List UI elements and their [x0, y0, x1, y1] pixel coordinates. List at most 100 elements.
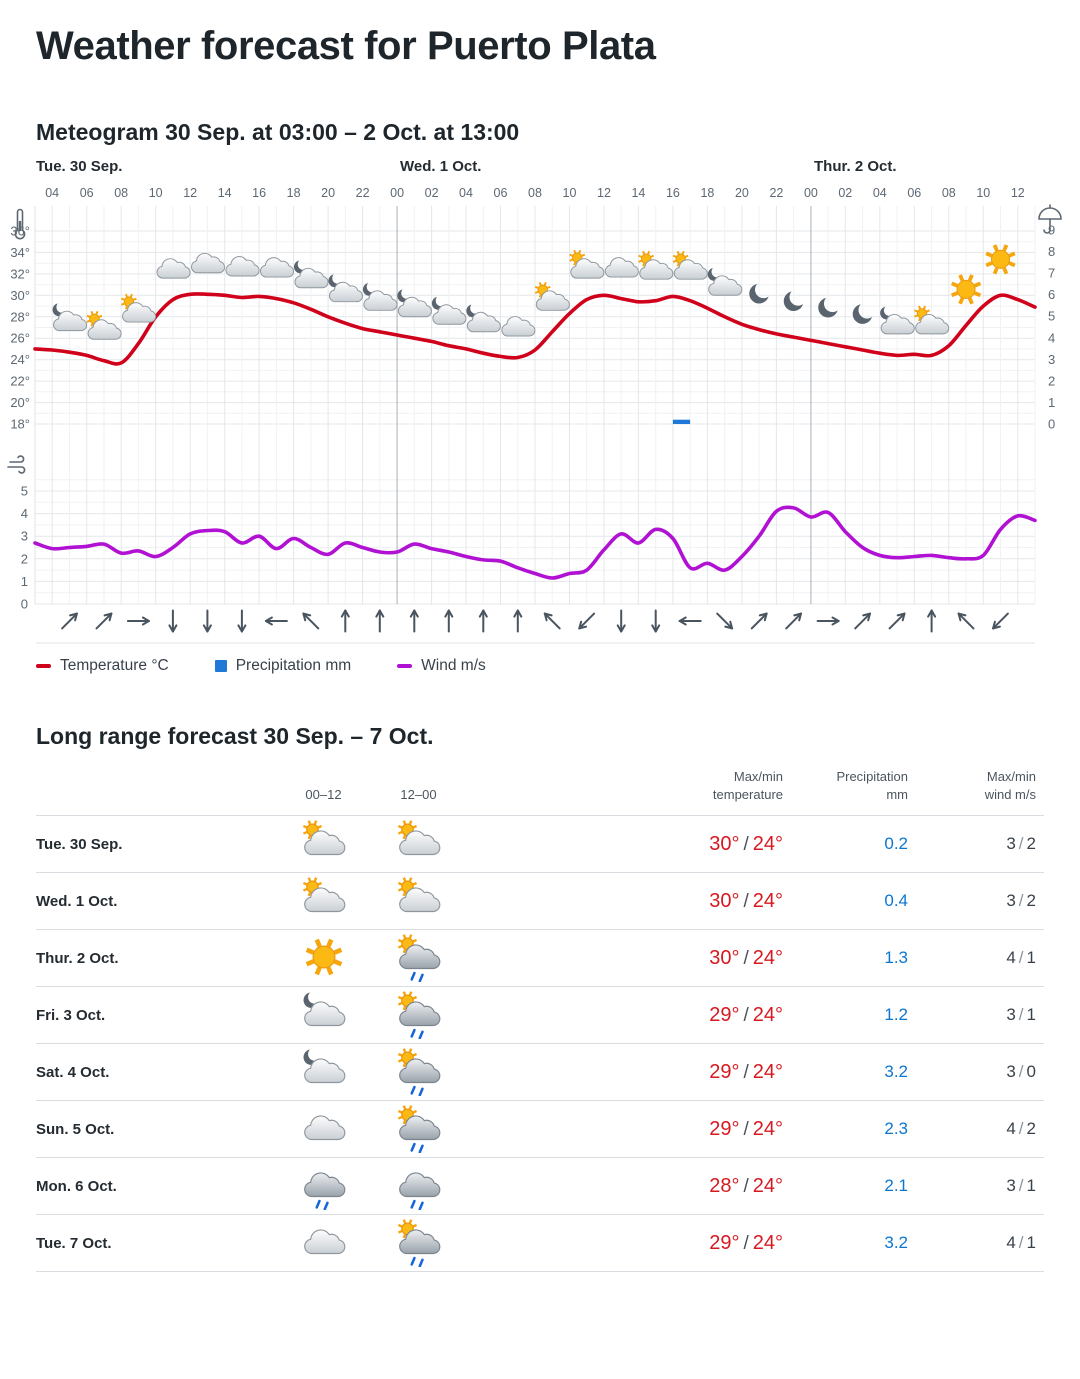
cloud-icon — [225, 256, 260, 277]
day-label: Thur. 2 Oct. — [36, 949, 119, 967]
precip-tick: 3 — [1048, 352, 1055, 367]
hour-tick: 08 — [942, 186, 956, 200]
wind-arrow — [888, 612, 906, 630]
maxmin-wind: 3/1 — [908, 1005, 1036, 1025]
afternoon-icon-cell — [371, 991, 466, 1040]
umbrella-icon — [1038, 204, 1062, 234]
header-maxmin-temperature: Max/min temperature — [712, 769, 783, 802]
hour-tick: 18 — [287, 186, 301, 200]
wind-arrow — [927, 609, 937, 633]
precip-tick: 9 — [1048, 223, 1055, 238]
day-label: Sat. 4 Oct. — [36, 1063, 110, 1081]
cloud-rain-icon — [303, 1172, 345, 1211]
longrange-heading: Long range forecast 30 Sep. – 7 Oct. — [36, 723, 434, 749]
hour-tick: 22 — [769, 186, 783, 200]
sun-cloud-icon — [914, 305, 950, 335]
weather-symbols — [52, 244, 1016, 340]
hour-tick: 00 — [390, 186, 404, 200]
legend-swatch — [36, 664, 51, 668]
wind-arrow — [61, 612, 78, 630]
day-label: Tue. 30 Sep. — [36, 158, 122, 175]
hour-tick: 14 — [631, 186, 645, 200]
longrange-rows: Tue. 30 Sep. 30°/24° 0.2 3/2 Wed. 1 Oct. 30° /… — [36, 815, 1044, 1273]
sun-cloud-icon — [569, 249, 605, 279]
day-label: Thur. 2 Oct. — [814, 158, 897, 175]
temp-tick: 20° — [10, 395, 30, 410]
wind-arrow — [340, 609, 350, 633]
temp-min: 24° — [752, 889, 783, 912]
temp-min: 24° — [752, 1060, 783, 1083]
legend-label: Wind m/s — [421, 657, 486, 674]
moon-cloud-icon — [328, 274, 363, 303]
sun-icon — [985, 244, 1016, 275]
temp-min: 24° — [752, 1003, 783, 1026]
wind-max: 4 — [1006, 1119, 1016, 1139]
hour-tick: 06 — [907, 186, 921, 200]
cloud-rain-icon — [398, 1172, 440, 1211]
hour-tick: 06 — [494, 186, 508, 200]
wind-tick: 1 — [21, 574, 28, 589]
precipitation-value: 3.2 — [884, 1062, 908, 1082]
gridlines — [34, 206, 1036, 644]
maxmin-temperature: 30°/24° — [466, 833, 783, 856]
maxmin-temperature: 29°/24° — [466, 1118, 783, 1141]
afternoon-icon-cell — [371, 1219, 466, 1268]
wind-tick: 0 — [21, 597, 28, 612]
slash: / — [1018, 891, 1024, 911]
moon-cloud-icon — [466, 304, 501, 333]
precipitation-value: 3.2 — [884, 1233, 908, 1253]
wind-max: 3 — [1006, 834, 1016, 854]
cloud-icon — [303, 1229, 345, 1255]
hour-tick: 10 — [976, 186, 990, 200]
slash: / — [1018, 834, 1024, 854]
temp-min: 24° — [752, 1117, 783, 1140]
temp-tick: 18° — [10, 417, 30, 432]
legend-swatch — [397, 664, 413, 668]
morning-icon-cell — [276, 1105, 371, 1153]
hour-tick: 06 — [80, 186, 94, 200]
hour-tick-labels: 04 06 08 10 12 14 16 18 20 22 00 02 04 06 08 10 12 14 16 18… — [45, 186, 1025, 200]
cloud-icon — [303, 1115, 345, 1141]
temp-tick: 24° — [10, 352, 30, 367]
day-label: Wed. 1 Oct. — [36, 892, 118, 910]
maxmin-wind: 4/1 — [908, 1233, 1036, 1253]
sun-icon — [305, 938, 342, 976]
temp-max: 29° — [709, 1003, 740, 1026]
maxmin-wind: 4/1 — [908, 948, 1036, 968]
slash: / — [743, 1118, 749, 1140]
moon-cloud-icon — [707, 267, 743, 296]
sun-part — [950, 274, 982, 305]
precipitation-value: 2.1 — [884, 1176, 908, 1196]
sun-cloud-rain-icon — [397, 1105, 440, 1154]
hour-tick: 16 — [666, 186, 680, 200]
sun-cloud-rain-icon — [397, 934, 440, 983]
moon-icon — [749, 283, 770, 304]
wind-arrow — [237, 609, 247, 633]
hour-tick: 14 — [218, 186, 232, 200]
wind-arrow — [957, 612, 975, 630]
wind-max: 3 — [1006, 1005, 1016, 1025]
moon-cloud-icon — [397, 289, 432, 318]
slash: / — [743, 833, 749, 855]
wind-arrow — [716, 612, 734, 630]
wind-arrow — [816, 616, 840, 626]
temp-min: 24° — [752, 946, 783, 969]
moon-cloud-icon — [431, 296, 467, 325]
table-row: Sun. 5 Oct. 29°/24° 2.3 4/2 — [36, 1100, 1044, 1157]
longrange-table: 00–12 12–00 Max/min temperature Precipit… — [36, 752, 1044, 1273]
hour-tick: 22 — [356, 186, 370, 200]
day-label: Fri. 3 Oct. — [36, 1006, 106, 1024]
wind-max: 3 — [1006, 1062, 1016, 1082]
moon-cloud-icon — [362, 282, 398, 311]
moon-icon — [852, 304, 873, 324]
wind-direction-arrows — [61, 609, 1009, 633]
wind-arrow — [543, 612, 561, 630]
sun-cloud-icon — [397, 877, 440, 913]
slash: / — [1018, 1119, 1024, 1139]
cloud-rain-icon — [398, 1172, 440, 1211]
wind-arrow — [95, 612, 113, 630]
wind-arrow — [678, 616, 702, 626]
wind-arrow — [409, 609, 419, 633]
slash: / — [743, 1232, 749, 1254]
wind-min: 2 — [1026, 834, 1036, 854]
